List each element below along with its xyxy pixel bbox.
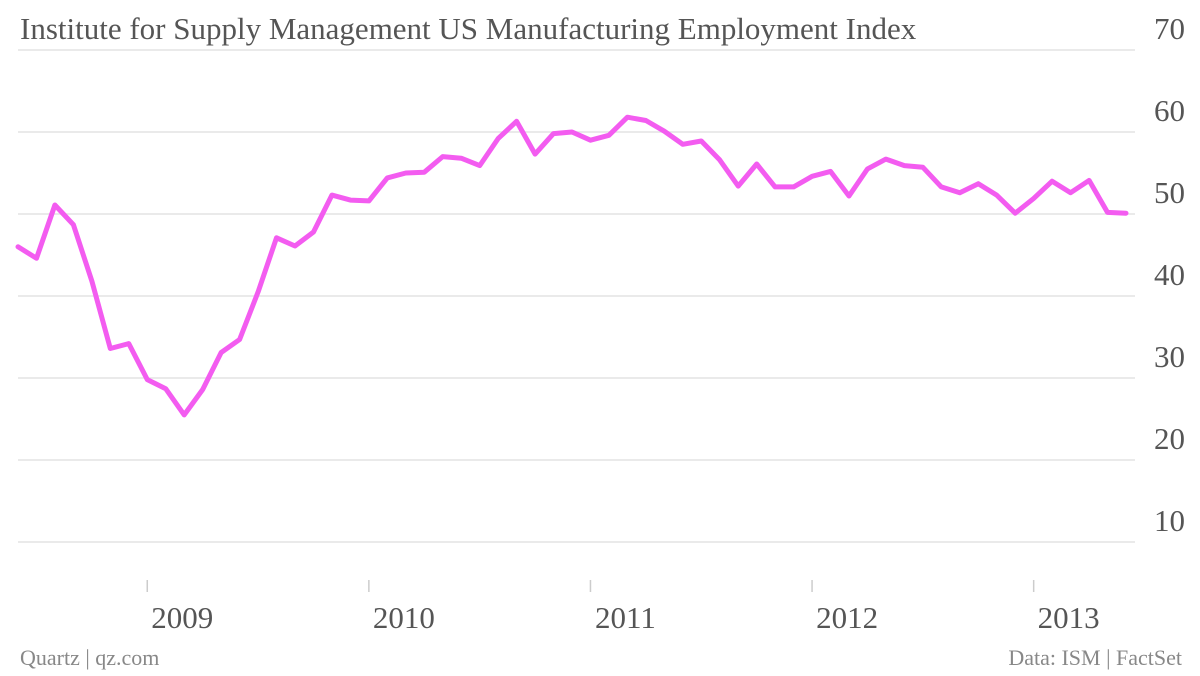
x-tick-label: 2009 xyxy=(151,600,213,635)
y-tick-label: 40 xyxy=(1154,257,1185,292)
x-tick-label: 2013 xyxy=(1038,600,1100,635)
y-tick-label: 60 xyxy=(1154,93,1185,128)
line xyxy=(15,114,1129,418)
x-tick-label: 2011 xyxy=(595,600,656,635)
y-tick-label: 10 xyxy=(1154,503,1185,538)
y-tick-label: 70 xyxy=(1154,11,1185,46)
y-tick-label: 50 xyxy=(1154,175,1185,210)
x-tick-label: 2010 xyxy=(373,600,435,635)
source: Data: ISM | FactSet xyxy=(1008,645,1182,670)
chart-title: Institute for Supply Management US Manuf… xyxy=(20,11,917,46)
x-tick-label: 2012 xyxy=(816,600,878,635)
credit: Quartz | qz.com xyxy=(20,645,159,670)
y-tick-label: 20 xyxy=(1154,421,1185,456)
y-tick-label: 30 xyxy=(1154,339,1185,374)
